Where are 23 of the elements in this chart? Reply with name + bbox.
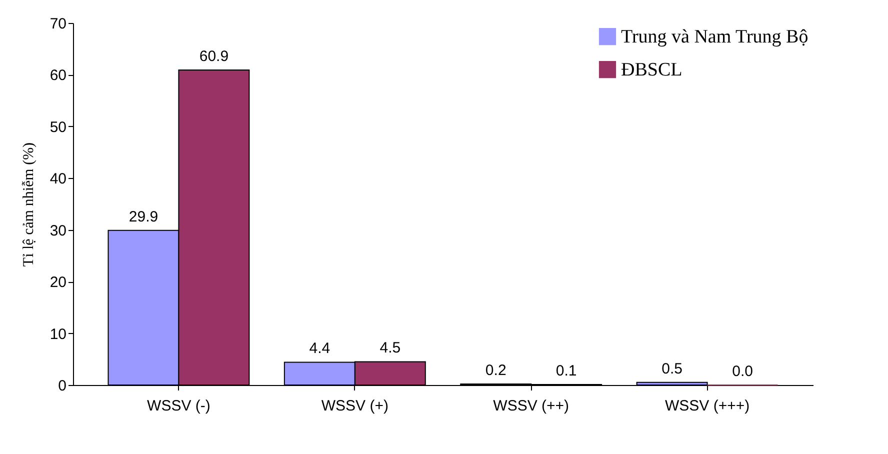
data-label: 0.0 [732, 363, 753, 380]
data-label: 29.9 [128, 208, 158, 226]
y-axis-title: Tỉ lệ cảm nhiễm (%) [20, 142, 37, 267]
data-label: 0.5 [662, 360, 682, 378]
data-label: 4.4 [309, 340, 330, 358]
y-tick-label: 10 [50, 326, 66, 343]
legend-label: Trung và Nam Trung Bộ [621, 26, 808, 48]
y-tick-label: 40 [50, 170, 66, 188]
y-tick-label: 70 [50, 16, 66, 32]
y-tick-label: 30 [50, 222, 66, 240]
data-label: 0.2 [485, 362, 506, 379]
x-tick-label: WSSV (++) [493, 398, 570, 414]
y-tick-label: 60 [50, 67, 66, 84]
x-tick-label: WSSV (+) [321, 398, 388, 414]
legend-label: ĐBSCL [621, 60, 682, 80]
y-tick-label: 50 [50, 118, 66, 136]
data-label: 4.5 [380, 340, 401, 357]
x-tick-label: WSSV (+++) [664, 398, 750, 414]
data-label: 60.9 [199, 48, 229, 66]
y-tick-label: 20 [50, 274, 66, 292]
data-label: 0.1 [556, 362, 577, 380]
y-tick-label: 0 [58, 378, 66, 394]
x-tick-label: WSSV (-) [147, 398, 210, 414]
